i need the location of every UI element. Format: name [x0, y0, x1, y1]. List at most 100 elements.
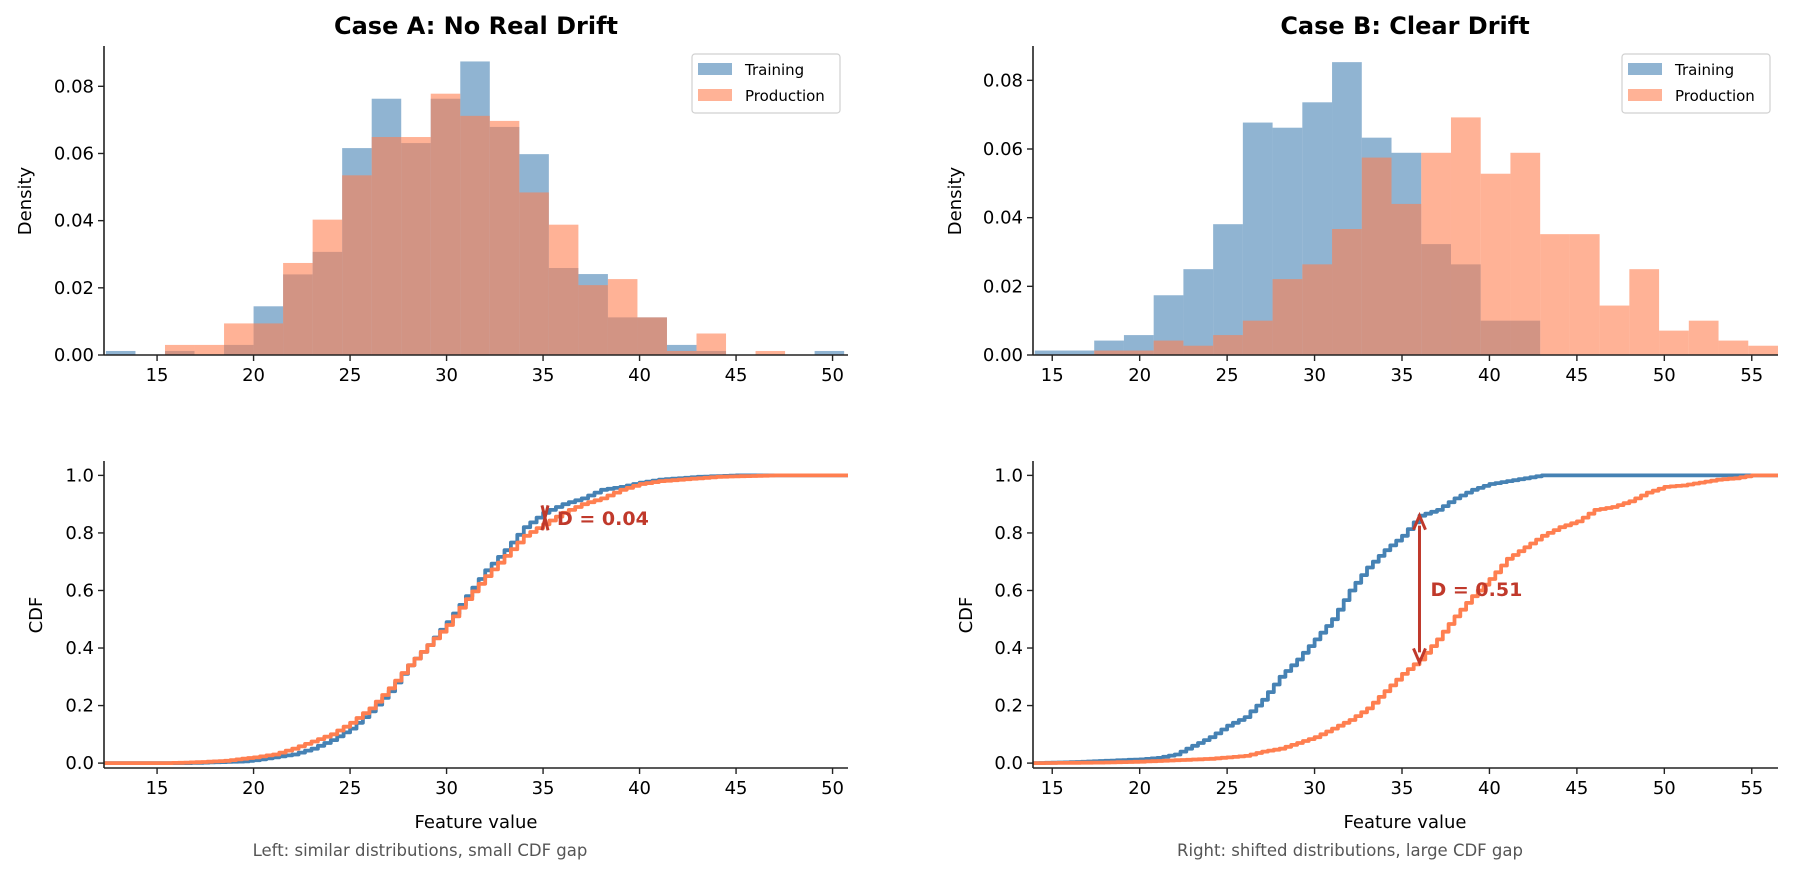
x-tick-label: 25 [339, 365, 362, 386]
x-axis-label: Feature value [1344, 812, 1467, 833]
training-bar [1183, 269, 1214, 355]
production-bar [1540, 234, 1570, 355]
chart-title: Case B: Clear Drift [1280, 12, 1529, 40]
x-tick-label: 25 [1216, 778, 1239, 799]
x-axis-label: Feature value [415, 812, 538, 833]
x-tick-label: 50 [1653, 365, 1676, 386]
training-bar [1123, 335, 1154, 355]
production-bar [1569, 234, 1600, 355]
training-cdf-line [1033, 473, 1778, 765]
x-tick-label: 35 [532, 365, 555, 386]
training-bar [105, 350, 136, 355]
production-bar [371, 137, 402, 355]
cdf-panel-case-b: CDF Feature value Right: shifted distrib… [956, 461, 1778, 860]
ks-statistic-label: D = 0.04 [557, 508, 649, 530]
legend: Training Production [1621, 53, 1771, 114]
x-tick-label: 25 [339, 778, 362, 799]
x-tick-label: 30 [435, 365, 458, 386]
training-bar [666, 344, 697, 355]
production-bar [1153, 340, 1184, 355]
y-tick-label: 0.08 [54, 76, 94, 97]
production-bar [1123, 350, 1154, 355]
x-tick-label: 40 [1478, 365, 1501, 386]
y-tick-label: 0.2 [65, 696, 94, 717]
caption: Left: similar distributions, small CDF g… [253, 841, 588, 860]
x-tick-label: 55 [1740, 365, 1763, 386]
production-bar [1242, 320, 1273, 355]
production-bar [430, 93, 461, 355]
x-tick-label: 35 [532, 778, 555, 799]
production-bar [1480, 173, 1511, 355]
x-tick-label: 20 [242, 365, 265, 386]
x-tick-label: 50 [1653, 778, 1676, 799]
gap-arrow-head-down [1412, 647, 1427, 667]
production-bar [1629, 269, 1660, 355]
production-bar [1094, 350, 1124, 355]
production-bar [519, 192, 549, 355]
y-tick-label: 0.00 [983, 345, 1023, 366]
legend-swatch-training [1628, 63, 1662, 75]
x-tick-label: 15 [1041, 365, 1064, 386]
legend-label-production: Production [1675, 87, 1755, 105]
legend-label-training: Training [744, 61, 804, 79]
training-bar [814, 350, 845, 355]
production-bar [1659, 330, 1689, 355]
x-tick-label: 40 [628, 778, 651, 799]
production-bar [1272, 279, 1303, 355]
production-bar [253, 323, 284, 355]
ks-statistic-label: D = 0.51 [1430, 579, 1522, 601]
caption: Right: shifted distributions, large CDF … [1177, 841, 1523, 860]
ks-annotation: D = 0.04 [540, 505, 649, 531]
production-bar [283, 262, 313, 355]
y-tick-label: 0.02 [54, 278, 94, 299]
chart-title: Case A: No Real Drift [334, 12, 618, 40]
y-tick-label: 1.0 [994, 465, 1023, 486]
production-bar [1332, 229, 1362, 355]
y-tick-label: 1.0 [65, 465, 94, 486]
histogram-panel-case-a: Case A: No Real Drift Density 15 20 25 30 35… [15, 12, 848, 386]
production-bar [1302, 264, 1333, 355]
production-bar [578, 285, 608, 355]
gap-arrow-head-up [1412, 511, 1427, 531]
axes: 15 20 25 30 35 40 45 50 0.00 0.02 0.04 0.06 0.08 [54, 46, 848, 386]
ks-annotation: D = 0.51 [1412, 511, 1522, 667]
y-tick-label: 0.6 [994, 580, 1023, 601]
production-bar [164, 344, 195, 355]
training-bar [1034, 350, 1065, 355]
x-tick-label: 45 [725, 778, 748, 799]
y-tick-label: 0.00 [54, 345, 94, 366]
production-bar [637, 317, 667, 355]
axes: 15 20 25 30 35 40 45 50 0.0 0.2 0.4 0.6 0.8 1.0 [65, 461, 848, 799]
production-bars [1094, 117, 1778, 355]
training-cdf-line [104, 473, 848, 765]
y-tick-label: 0.06 [54, 143, 94, 164]
training-bar [1064, 350, 1095, 355]
y-tick-label: 0.4 [994, 638, 1023, 659]
production-bar [666, 350, 697, 355]
y-tick-label: 0.02 [983, 276, 1023, 297]
production-bar [1599, 305, 1630, 355]
x-tick-label: 30 [1303, 365, 1326, 386]
x-tick-label: 20 [1128, 365, 1151, 386]
legend-label-production: Production [745, 87, 825, 105]
y-tick-label: 0.6 [65, 580, 94, 601]
x-tick-label: 40 [1478, 778, 1501, 799]
x-tick-label: 45 [725, 365, 748, 386]
production-bars [164, 93, 786, 356]
y-axis-label: CDF [26, 597, 47, 634]
production-bar [1421, 152, 1451, 355]
y-tick-label: 0.0 [994, 753, 1023, 774]
x-tick-label: 25 [1216, 365, 1239, 386]
y-tick-label: 0.04 [983, 208, 1023, 229]
production-bar [1718, 340, 1749, 355]
gap-marker-stroke [540, 505, 550, 531]
production-cdf-line [1033, 473, 1778, 765]
production-bar [696, 333, 727, 355]
production-bar [1213, 335, 1243, 355]
x-tick-label: 35 [1391, 778, 1414, 799]
legend-swatch-training [698, 63, 732, 75]
production-bar [489, 120, 520, 356]
x-tick-label: 20 [242, 778, 265, 799]
x-tick-label: 20 [1128, 778, 1151, 799]
cdf-lines [1033, 473, 1778, 765]
